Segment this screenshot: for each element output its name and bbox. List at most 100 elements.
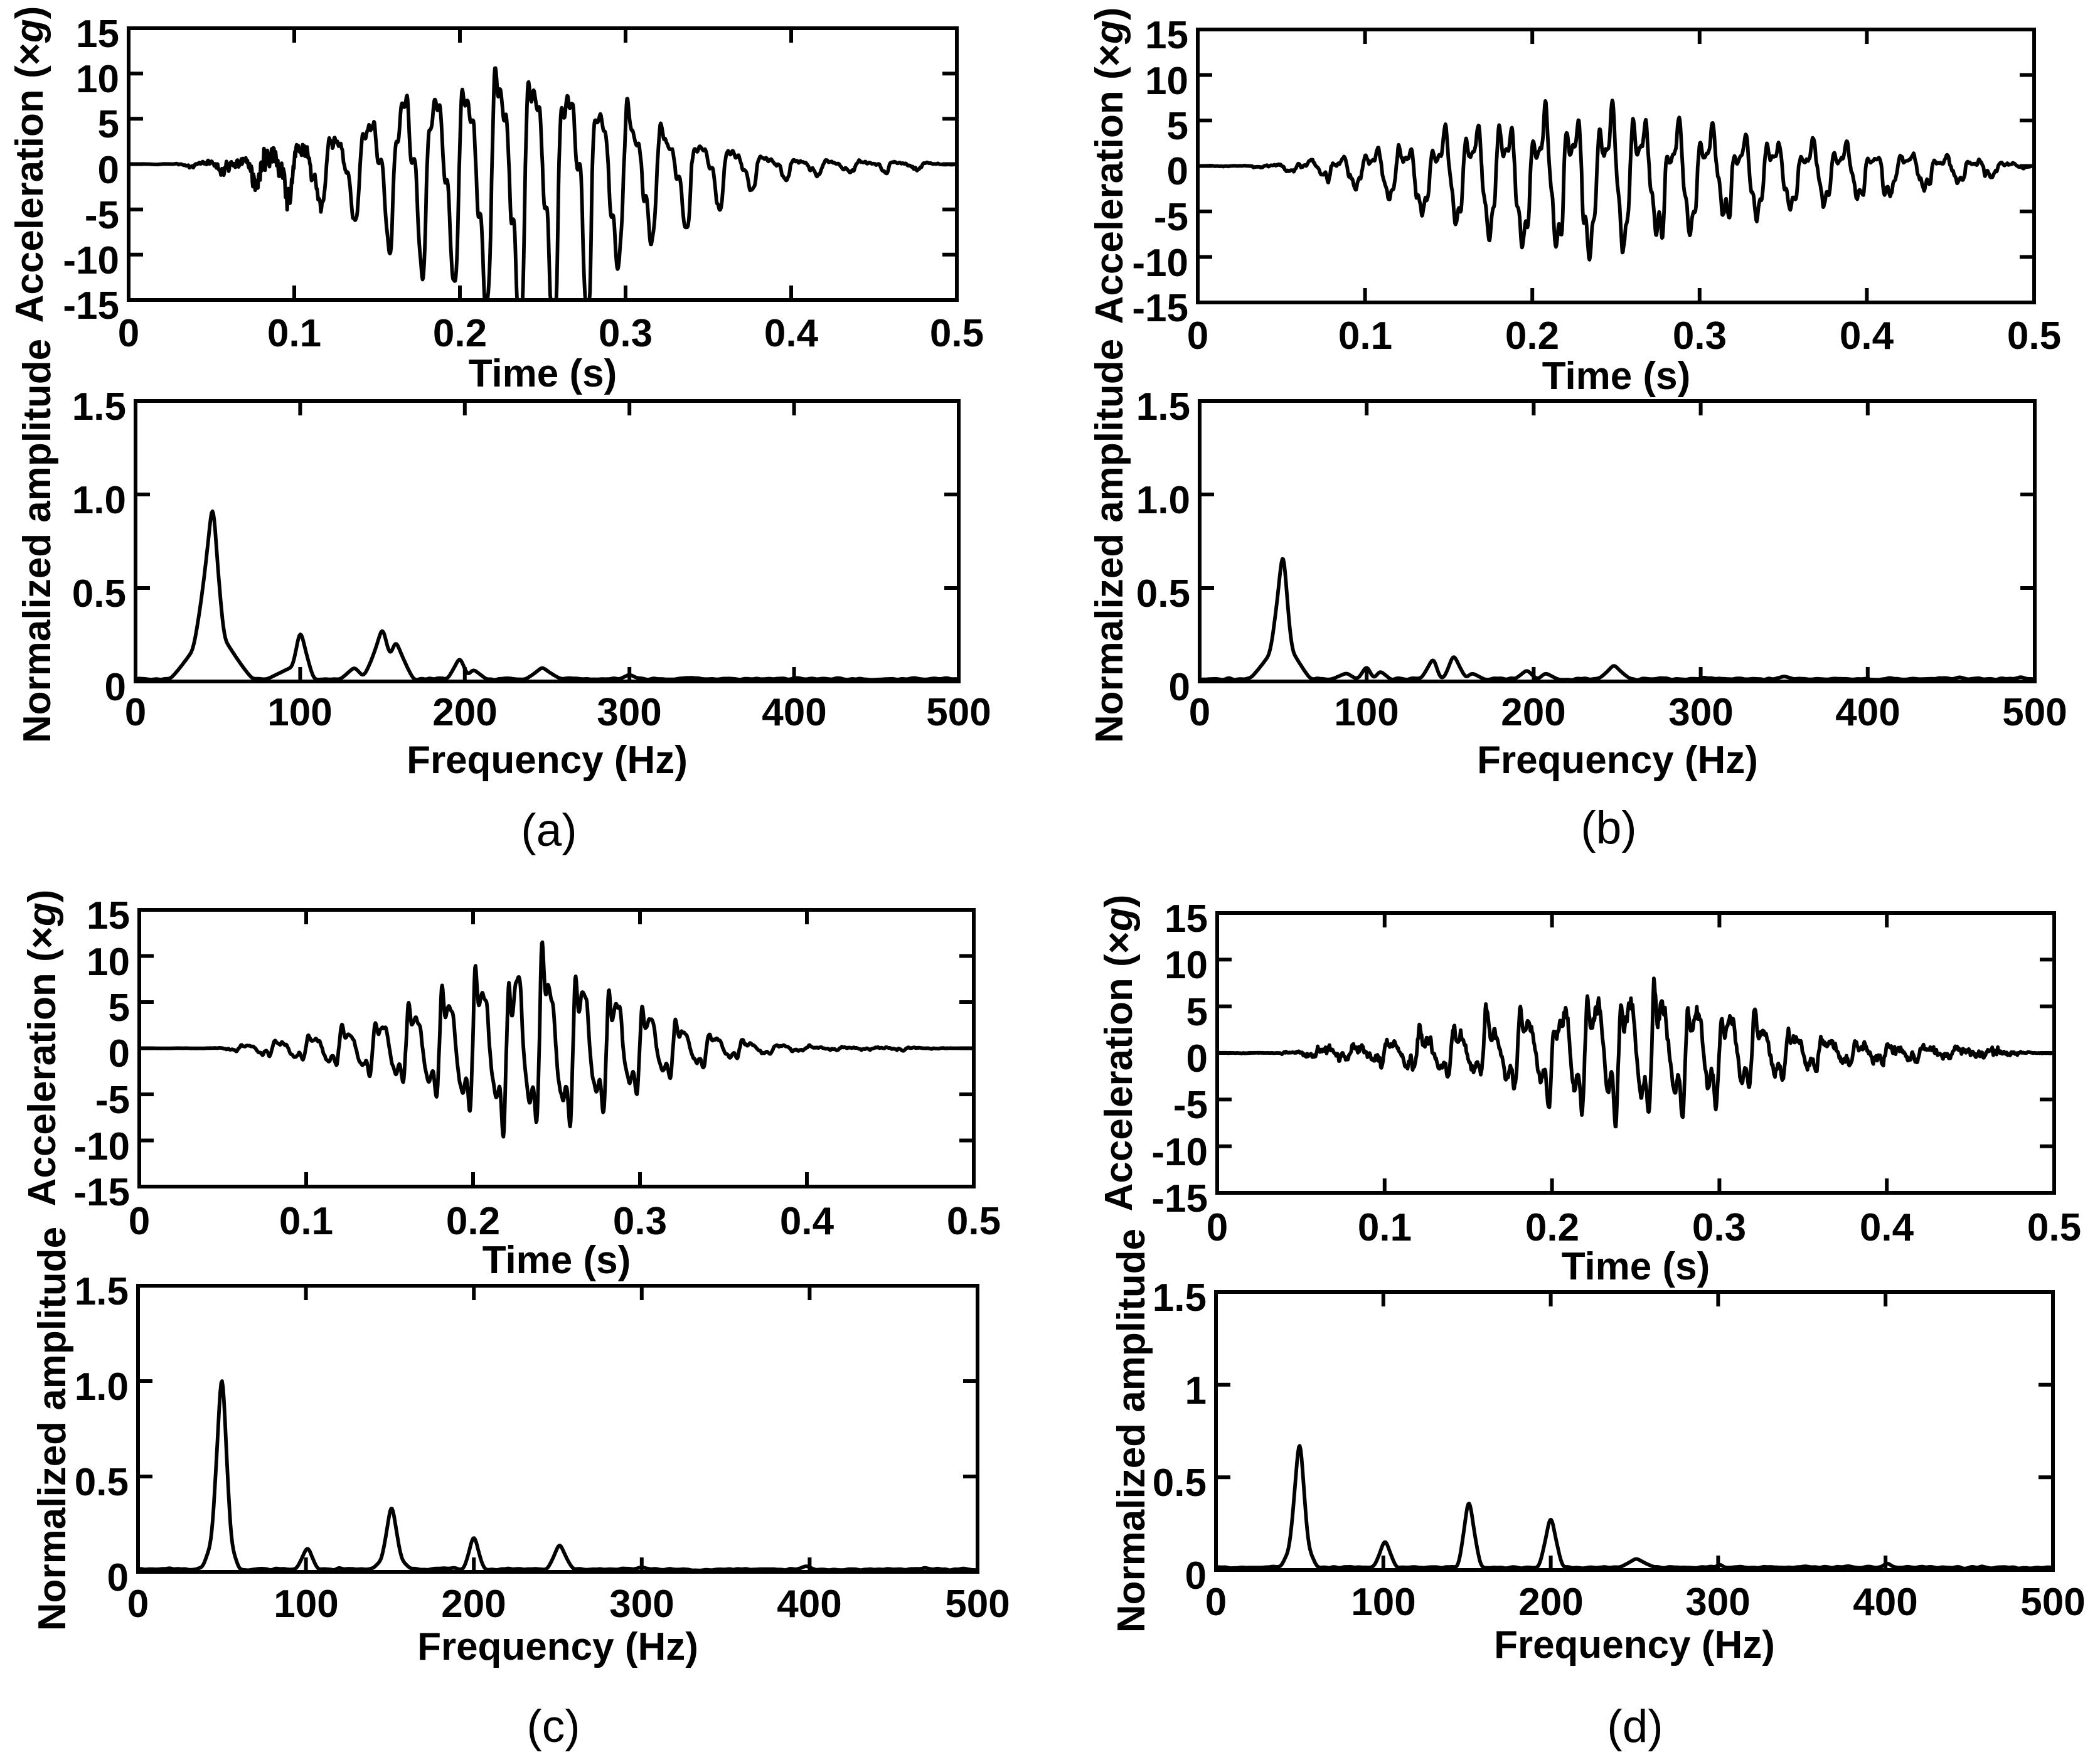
svg-text:0.4: 0.4 xyxy=(1840,314,1894,358)
svg-text:(d): (d) xyxy=(1607,1701,1663,1752)
svg-text:-5: -5 xyxy=(85,194,119,237)
svg-text:400: 400 xyxy=(1835,691,1900,734)
svg-text:-10: -10 xyxy=(1132,242,1188,285)
svg-text:0.2: 0.2 xyxy=(446,1200,500,1243)
svg-text:0.5: 0.5 xyxy=(1136,572,1190,616)
svg-text:500: 500 xyxy=(945,1583,1010,1626)
svg-text:(a): (a) xyxy=(521,805,577,856)
svg-text:0: 0 xyxy=(1187,314,1208,358)
svg-text:300: 300 xyxy=(1685,1581,1750,1624)
svg-text:-5: -5 xyxy=(95,1079,130,1122)
svg-text:200: 200 xyxy=(432,691,497,734)
svg-text:1.0: 1.0 xyxy=(72,479,126,522)
svg-text:1.0: 1.0 xyxy=(1136,479,1190,522)
svg-text:Normalized amplitude: Normalized amplitude xyxy=(31,1227,74,1631)
svg-text:100: 100 xyxy=(274,1583,338,1626)
svg-text:300: 300 xyxy=(609,1583,674,1626)
svg-text:0.5: 0.5 xyxy=(930,312,984,355)
svg-text:0.1: 0.1 xyxy=(1358,1206,1412,1249)
svg-text:5: 5 xyxy=(1186,991,1208,1034)
svg-text:0: 0 xyxy=(118,312,139,355)
svg-text:0.3: 0.3 xyxy=(613,1200,667,1243)
svg-text:300: 300 xyxy=(1668,691,1733,734)
svg-text:15: 15 xyxy=(1165,897,1208,941)
svg-text:10: 10 xyxy=(1145,60,1188,103)
svg-text:0: 0 xyxy=(129,1200,150,1243)
svg-text:400: 400 xyxy=(777,1583,841,1626)
svg-text:0.5: 0.5 xyxy=(2007,314,2061,358)
svg-text:0.2: 0.2 xyxy=(1525,1206,1579,1249)
svg-text:10: 10 xyxy=(76,58,119,101)
svg-text:15: 15 xyxy=(76,13,119,56)
svg-text:0.4: 0.4 xyxy=(780,1200,834,1243)
svg-text:400: 400 xyxy=(762,691,826,734)
svg-text:500: 500 xyxy=(2002,691,2067,734)
svg-text:Acceleration (×g): Acceleration (×g) xyxy=(8,6,51,323)
svg-text:-5: -5 xyxy=(1173,1084,1208,1127)
svg-text:0.5: 0.5 xyxy=(75,1461,129,1504)
svg-text:Acceleration (×g): Acceleration (×g) xyxy=(1097,895,1141,1212)
svg-text:-5: -5 xyxy=(1154,196,1188,239)
svg-text:1.0: 1.0 xyxy=(75,1365,129,1409)
svg-text:0.1: 0.1 xyxy=(267,312,321,355)
svg-text:500: 500 xyxy=(926,691,991,734)
svg-text:15: 15 xyxy=(1145,14,1188,57)
svg-text:0: 0 xyxy=(1207,1206,1228,1249)
svg-text:Acceleration (×g): Acceleration (×g) xyxy=(21,890,64,1207)
svg-text:1: 1 xyxy=(1185,1369,1207,1412)
svg-text:0: 0 xyxy=(109,1032,130,1076)
svg-text:1.5: 1.5 xyxy=(1153,1276,1207,1320)
svg-text:0.3: 0.3 xyxy=(599,312,653,355)
svg-text:5: 5 xyxy=(1167,105,1188,148)
svg-text:300: 300 xyxy=(597,691,661,734)
svg-text:400: 400 xyxy=(1853,1581,1917,1624)
svg-text:100: 100 xyxy=(267,691,332,734)
svg-text:0: 0 xyxy=(1189,691,1210,734)
svg-text:Time (s): Time (s) xyxy=(1562,1245,1710,1288)
svg-text:0: 0 xyxy=(125,691,146,734)
svg-text:(c): (c) xyxy=(526,1701,580,1752)
svg-text:-10: -10 xyxy=(73,1125,130,1168)
svg-text:1.5: 1.5 xyxy=(75,1270,129,1313)
svg-text:0.3: 0.3 xyxy=(1673,314,1727,358)
svg-text:0.5: 0.5 xyxy=(2027,1206,2081,1249)
svg-text:0: 0 xyxy=(127,1583,149,1626)
svg-text:0.1: 0.1 xyxy=(1338,314,1392,358)
svg-text:0: 0 xyxy=(1205,1581,1227,1624)
svg-text:0.5: 0.5 xyxy=(72,572,126,616)
svg-text:Time (s): Time (s) xyxy=(1542,355,1691,398)
svg-text:-15: -15 xyxy=(63,284,119,328)
svg-text:0: 0 xyxy=(1186,1037,1208,1081)
svg-text:0: 0 xyxy=(98,149,119,192)
svg-text:0.5: 0.5 xyxy=(1153,1461,1207,1505)
svg-text:0.5: 0.5 xyxy=(947,1200,1001,1243)
svg-text:(b): (b) xyxy=(1580,803,1636,853)
svg-text:0: 0 xyxy=(1185,1554,1207,1598)
svg-text:0.2: 0.2 xyxy=(1505,314,1559,358)
svg-text:5: 5 xyxy=(98,103,119,146)
svg-text:0.4: 0.4 xyxy=(1860,1206,1914,1249)
svg-text:0.4: 0.4 xyxy=(764,312,819,355)
svg-text:-10: -10 xyxy=(1151,1131,1208,1174)
svg-text:5: 5 xyxy=(109,986,130,1030)
svg-text:0: 0 xyxy=(1167,150,1188,193)
svg-text:Frequency (Hz): Frequency (Hz) xyxy=(1477,739,1758,782)
svg-text:Acceleration (×g): Acceleration (×g) xyxy=(1088,8,1131,324)
svg-text:0.3: 0.3 xyxy=(1692,1206,1746,1249)
svg-text:0: 0 xyxy=(105,666,126,709)
svg-text:100: 100 xyxy=(1334,691,1399,734)
svg-text:0.1: 0.1 xyxy=(279,1200,333,1243)
svg-text:500: 500 xyxy=(2020,1581,2085,1624)
svg-text:15: 15 xyxy=(87,894,130,937)
svg-text:200: 200 xyxy=(1518,1581,1583,1624)
svg-text:10: 10 xyxy=(87,941,130,984)
svg-text:100: 100 xyxy=(1351,1581,1415,1624)
svg-text:10: 10 xyxy=(1165,944,1208,987)
svg-text:-15: -15 xyxy=(1151,1177,1208,1220)
svg-text:0: 0 xyxy=(1169,666,1190,709)
svg-text:-15: -15 xyxy=(1132,287,1188,330)
svg-text:Normalized amplitude: Normalized amplitude xyxy=(16,339,59,743)
svg-text:Normalized amplitude: Normalized amplitude xyxy=(1088,339,1131,743)
svg-text:0.2: 0.2 xyxy=(433,312,487,355)
svg-text:Frequency (Hz): Frequency (Hz) xyxy=(417,1625,698,1669)
